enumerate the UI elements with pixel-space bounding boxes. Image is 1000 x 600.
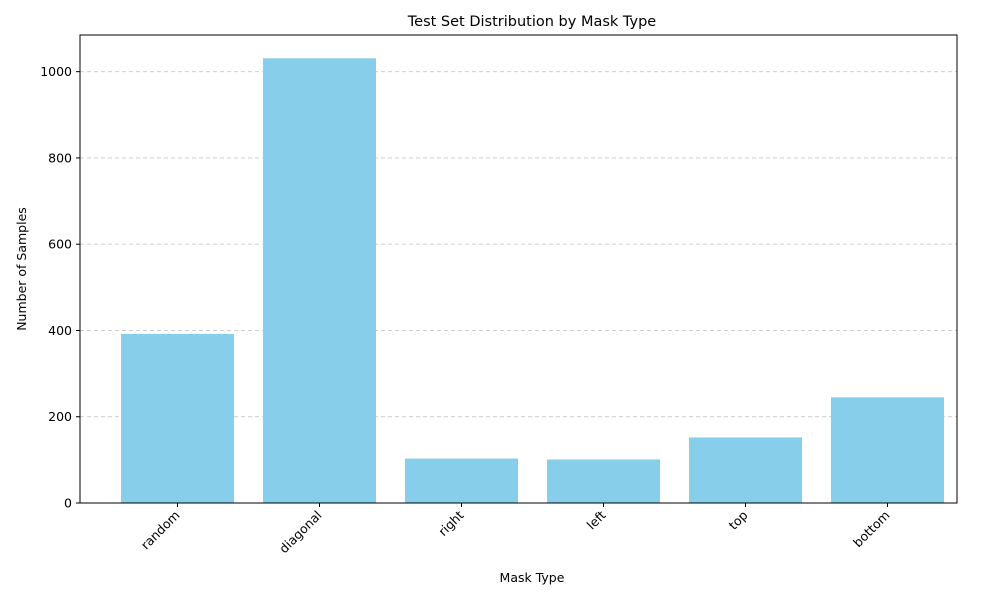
y-tick-label: 400 (48, 323, 72, 338)
x-axis-label: Mask Type (500, 570, 565, 585)
x-tick-label: bottom (850, 508, 893, 551)
x-tick-label: diagonal (276, 508, 325, 557)
y-tick-label: 600 (48, 237, 72, 252)
bar-random (121, 333, 234, 503)
bar-diagonal (263, 58, 376, 503)
x-tick-label: right (435, 507, 466, 538)
y-axis-ticks: 0 200 400 600 800 1000 (40, 64, 80, 511)
y-axis-label: Number of Samples (14, 207, 29, 331)
chart-title: Test Set Distribution by Mask Type (407, 14, 657, 30)
y-tick-label: 0 (64, 496, 72, 511)
x-axis-ticks: random diagonal right left top bottom (138, 503, 893, 556)
bar-right (405, 458, 518, 503)
bar-top (689, 437, 802, 503)
plot-frame (79, 34, 958, 504)
bar-bottom (831, 397, 944, 503)
bar-left (547, 459, 660, 503)
y-tick-label: 1000 (40, 64, 72, 79)
grid-lines (80, 71, 957, 418)
x-tick-label: top (726, 507, 751, 532)
x-tick-label: random (138, 508, 183, 553)
y-tick-label: 200 (48, 409, 72, 424)
x-tick-label: left (584, 507, 609, 532)
bars (121, 58, 944, 503)
y-tick-label: 800 (48, 150, 72, 165)
